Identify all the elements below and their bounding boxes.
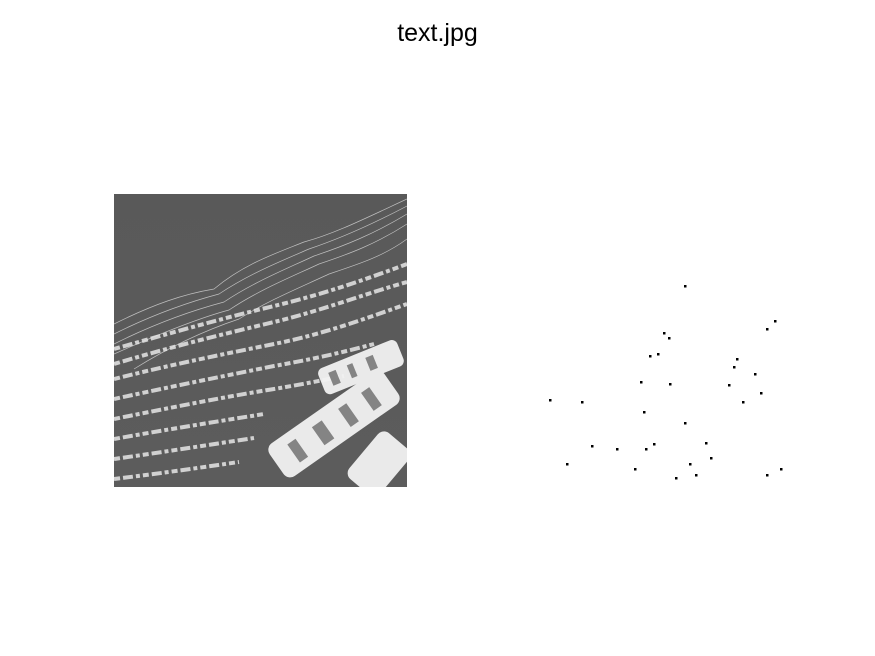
feature-point [684, 422, 687, 425]
feature-point [657, 353, 660, 356]
feature-point [774, 320, 777, 323]
feature-point [766, 328, 769, 331]
feature-point [742, 401, 745, 404]
feature-points-panel [540, 280, 790, 490]
feature-point [566, 463, 569, 466]
feature-point [634, 468, 637, 471]
feature-point [684, 285, 687, 288]
feature-point [643, 411, 646, 414]
feature-point [616, 448, 619, 451]
feature-point [695, 474, 698, 477]
feature-point [736, 358, 739, 361]
feature-point [754, 373, 757, 376]
feature-point [669, 383, 672, 386]
feature-points-plot [549, 285, 783, 480]
warped-text-render [114, 194, 407, 487]
feature-point [581, 401, 584, 404]
feature-point [653, 443, 656, 446]
feature-point [760, 392, 763, 395]
distorted-text-image [114, 194, 407, 487]
feature-point [591, 445, 594, 448]
feature-point [766, 474, 769, 477]
feature-point [733, 366, 736, 369]
feature-point [675, 477, 678, 480]
feature-point [689, 463, 692, 466]
feature-point [780, 468, 783, 471]
feature-point [640, 381, 643, 384]
feature-point [645, 448, 648, 451]
feature-point [710, 457, 713, 460]
feature-point [705, 442, 708, 445]
figure-title: text.jpg [397, 19, 478, 47]
feature-point [649, 355, 652, 358]
feature-point [549, 399, 552, 402]
feature-point [668, 337, 671, 340]
feature-point [663, 332, 666, 335]
feature-point [728, 384, 731, 387]
